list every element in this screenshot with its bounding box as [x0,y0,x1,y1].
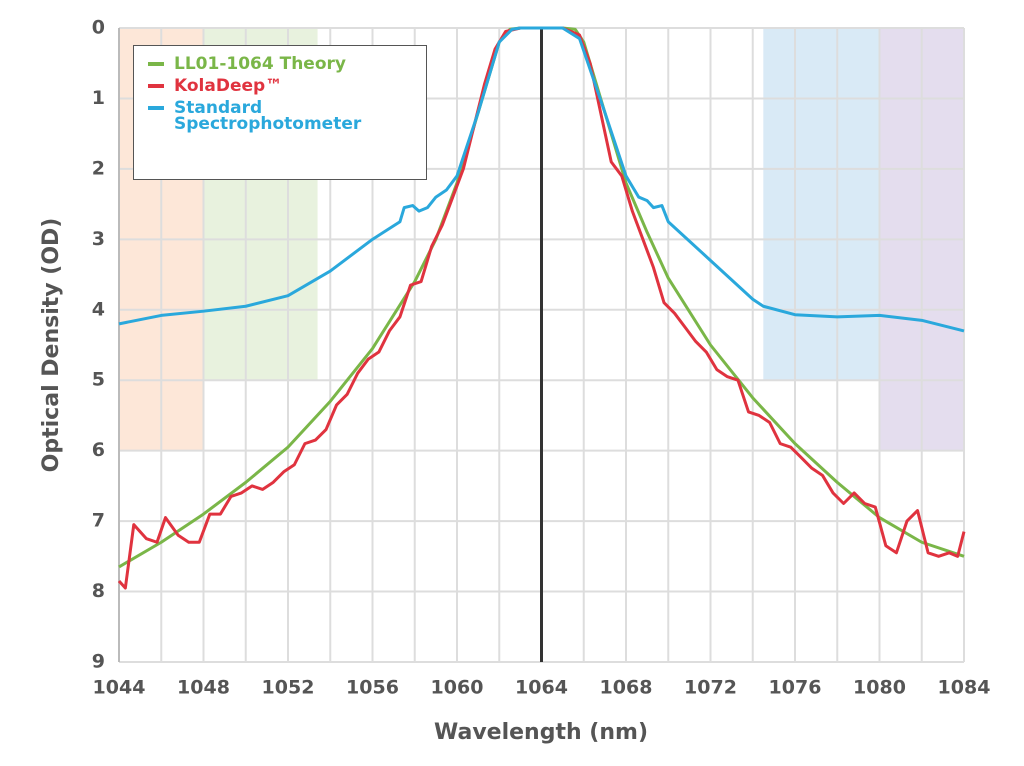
x-tick-label: 1080 [853,677,906,699]
series-line [118,26,965,333]
y-tick-label: 0 [92,17,105,39]
legend-entry: LL01-1064 Theory [148,54,412,74]
y-axis-label: Optical Density (OD) [39,218,64,473]
x-tick-label: 1048 [177,677,230,699]
legend-label: Standard Spectrophotometer [174,98,362,134]
legend: LL01-1064 Theory KolaDeep™ Standard Spectr… [133,45,427,180]
x-tick-label: 1076 [769,677,822,699]
x-tick-label: 1084 [938,677,991,699]
legend-label: KolaDeep™ [174,76,283,96]
y-tick-label: 1 [92,87,105,109]
shaded-band [763,28,880,381]
x-axis-label: Wavelength (nm) [434,720,648,745]
x-tick-label: 1056 [346,677,399,699]
y-tick-label: 2 [92,157,105,179]
legend-entry: KolaDeep™ [148,76,412,96]
y-tick-label: 7 [92,510,105,532]
y-tick-label: 6 [92,439,105,461]
x-tick-label: 1044 [93,677,146,699]
legend-entry: Standard Spectrophotometer [148,98,412,134]
y-tick-label: 4 [92,298,105,320]
legend-label: LL01-1064 Theory [174,54,346,74]
x-tick-label: 1068 [600,677,653,699]
x-tick-label: 1072 [684,677,737,699]
x-tick-label: 1060 [431,677,484,699]
legend-swatch [148,84,164,88]
y-tick-label: 8 [92,580,105,602]
y-tick-label: 9 [92,651,105,673]
x-tick-label: 1064 [515,677,568,699]
x-tick-label: 1052 [262,677,315,699]
legend-swatch [148,106,164,110]
legend-swatch [148,62,164,66]
y-tick-label: 3 [92,228,105,250]
y-tick-label: 5 [92,369,105,391]
